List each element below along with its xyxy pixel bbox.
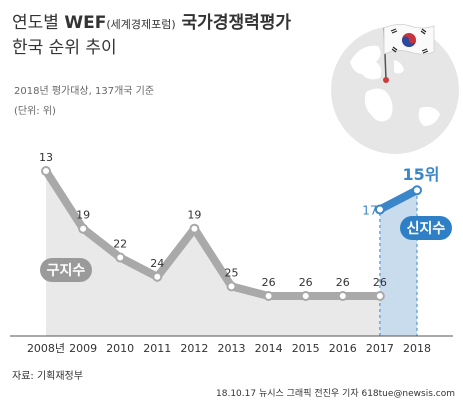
old-value-label: 19	[187, 209, 201, 222]
x-tick-label: 2011	[143, 342, 171, 355]
old-area-fill	[46, 171, 380, 336]
old-point-2009	[78, 223, 89, 234]
old-value-label: 25	[225, 266, 239, 279]
old-value-label: 26	[336, 276, 350, 289]
old-point-2012	[189, 223, 200, 234]
old-value-label: 13	[39, 151, 53, 164]
unit-label: (단위: 위)	[14, 106, 56, 117]
x-tick-label: 2009	[69, 342, 97, 355]
credit-note: 18.10.17 뉴시스 그래픽 전진우 기자 618tue@newsis.co…	[216, 389, 455, 399]
new-point-2017	[374, 204, 385, 215]
old-point-2016	[337, 291, 348, 301]
title-block: 연도별 WEF(세계경제포럼) 국가경쟁력평가 한국 순위 추이	[12, 12, 291, 60]
old-point-2010	[115, 252, 126, 263]
old-point-2013	[226, 281, 237, 292]
x-tick-label: 2008년	[27, 342, 65, 355]
x-tick-labels: 2008년 2009 2010 2011 2012 2013 2014 2015 2016 201…	[27, 342, 431, 355]
new-value-label: 17	[362, 203, 377, 217]
title-part-year: 연도별	[12, 13, 65, 33]
new-series-line	[375, 186, 421, 214]
old-point-2011	[152, 271, 163, 282]
chart-subtitle: 2018년 평가대상, 137개국 기준	[14, 86, 155, 97]
title-part-ranking: 국가경쟁력평가	[175, 13, 292, 33]
old-value-label: 26	[299, 276, 313, 289]
chart-title: 연도별 WEF(세계경제포럼) 국가경쟁력평가	[12, 12, 291, 36]
old-value-label: 26	[262, 276, 276, 289]
source-note: 자료: 기획재정부	[12, 371, 83, 382]
legend-new-pill	[400, 216, 452, 240]
data-labels: 13 19 22 24 19 25 26 26 26 26 17 15위	[39, 151, 440, 289]
old-point-2015	[300, 291, 311, 301]
globe-icon	[331, 26, 459, 154]
old-point-2017	[374, 291, 385, 301]
x-tick-label: 2016	[329, 342, 357, 355]
x-tick-label: 2015	[292, 342, 320, 355]
old-point-2014	[263, 291, 274, 301]
legend-new-badge: 신지수	[400, 216, 452, 240]
legend-old-badge: 구지수	[40, 258, 92, 282]
legend-new-label: 신지수	[407, 221, 446, 237]
new-series-path	[375, 186, 421, 214]
old-series-path	[42, 167, 384, 300]
x-tick-label: 2013	[218, 342, 246, 355]
legend-old-pill	[40, 258, 92, 282]
new-value-label: 15위	[403, 165, 440, 184]
x-tick-label: 2017	[366, 342, 394, 355]
title-part-forum: (세계경제포럼)	[106, 18, 176, 31]
data-points	[41, 166, 422, 301]
old-series-line	[42, 167, 384, 300]
old-value-label: 22	[113, 238, 127, 251]
x-tick-label: 2018	[403, 342, 431, 355]
x-tick-label: 2014	[255, 342, 283, 355]
old-value-label: 19	[76, 209, 90, 222]
new-area-fill	[379, 189, 418, 337]
chart-title-line2: 한국 순위 추이	[12, 38, 117, 58]
new-series-area	[379, 189, 418, 337]
old-value-label: 26	[373, 276, 387, 289]
legend-old-label: 구지수	[47, 263, 86, 279]
title-part-wef: WEF	[64, 13, 107, 33]
korea-flag-icon	[383, 24, 435, 83]
x-tick-label: 2010	[106, 342, 134, 355]
new-point-2018	[412, 185, 422, 196]
x-tick-label: 2012	[180, 342, 208, 355]
old-point-2008년	[41, 166, 51, 176]
old-series-area	[46, 171, 380, 336]
old-value-label: 24	[150, 257, 164, 270]
